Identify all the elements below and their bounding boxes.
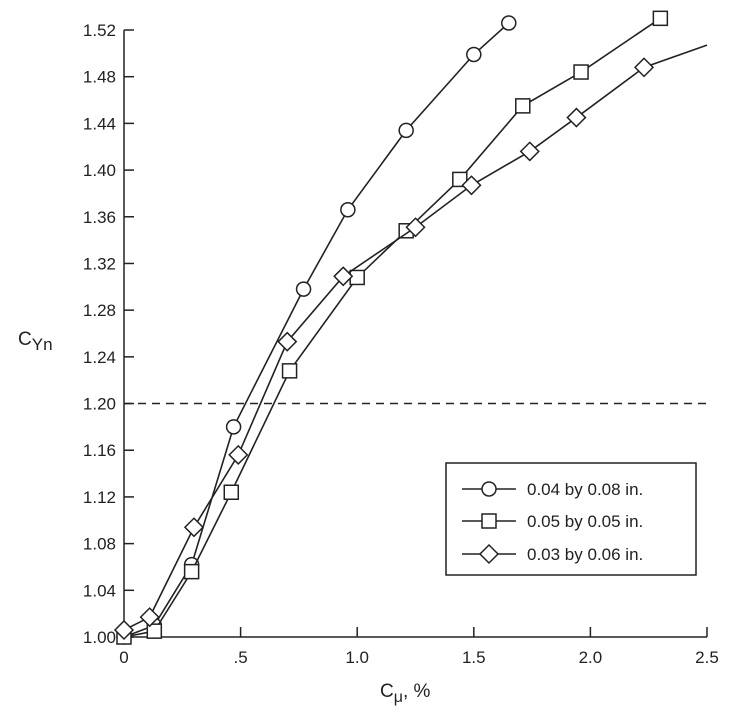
y-axis-title-main: C bbox=[18, 329, 32, 350]
y-axis-title-sub: Yn bbox=[32, 335, 53, 354]
y-axis-title: CYn bbox=[18, 329, 53, 354]
y-tick-label: 1.48 bbox=[83, 68, 116, 87]
x-tick-label: .5 bbox=[234, 648, 248, 667]
diamond-marker bbox=[139, 607, 160, 628]
legend-label: 0.03 by 0.06 in. bbox=[527, 545, 643, 564]
diamond-marker bbox=[405, 217, 426, 238]
legend-square-marker bbox=[481, 513, 497, 529]
x-axis-title-sub: μ bbox=[394, 689, 403, 706]
series-3 bbox=[113, 44, 708, 641]
square-marker bbox=[281, 363, 298, 379]
diamond-marker bbox=[228, 444, 249, 465]
square-marker bbox=[452, 171, 468, 188]
circle-marker bbox=[398, 122, 414, 139]
x-axis-title-main: C bbox=[380, 681, 394, 702]
circle-marker bbox=[466, 46, 482, 63]
y-tick-label: 1.52 bbox=[83, 21, 116, 40]
diamond-marker bbox=[277, 331, 298, 352]
y-tick-label: 1.00 bbox=[83, 628, 116, 647]
legend-diamond-marker bbox=[478, 543, 500, 565]
x-tick-label: 0 bbox=[119, 648, 128, 667]
diamond-marker bbox=[519, 141, 540, 162]
legend-items: 0.04 by 0.08 in. 0.05 by 0.05 in. 0.03 by … bbox=[462, 480, 643, 565]
legend-label: 0.05 by 0.05 in. bbox=[527, 512, 643, 531]
circle-marker bbox=[340, 202, 356, 218]
y-tick-label: 1.28 bbox=[83, 301, 116, 320]
square-marker bbox=[515, 98, 531, 114]
legend: 0.04 by 0.08 in. 0.05 by 0.05 in. 0.03 by … bbox=[445, 462, 697, 576]
y-tick-label: 1.16 bbox=[83, 441, 116, 460]
y-tick-label: 1.08 bbox=[83, 535, 116, 554]
diamond-marker bbox=[633, 57, 655, 78]
square-marker bbox=[349, 269, 365, 286]
y-tick-label: 1.36 bbox=[83, 208, 116, 227]
y-tick-label: 1.44 bbox=[83, 114, 116, 133]
square-marker bbox=[573, 64, 589, 80]
x-axis-title: Cμ, % bbox=[380, 681, 431, 706]
square-marker bbox=[223, 484, 240, 501]
x-tick-label: 2.0 bbox=[579, 648, 603, 667]
square-marker bbox=[652, 10, 669, 27]
series-line-3 bbox=[123, 44, 708, 631]
diamond-marker bbox=[333, 266, 354, 287]
circle-marker bbox=[295, 281, 312, 297]
x-tick-label: 1.0 bbox=[345, 648, 369, 667]
y-tick-label: 1.32 bbox=[83, 254, 116, 273]
diamond-marker bbox=[183, 517, 205, 538]
x-axis-title-suffix: , % bbox=[403, 681, 431, 702]
series-layer bbox=[113, 10, 708, 645]
circle-marker bbox=[225, 419, 242, 435]
diamond-marker bbox=[461, 175, 482, 196]
diamond-marker bbox=[113, 619, 135, 641]
y-tick-label: 1.12 bbox=[83, 488, 116, 507]
y-tick-label: 1.40 bbox=[83, 161, 116, 180]
square-marker bbox=[183, 563, 200, 580]
axes: 1.001.041.081.121.161.201.241.281.321.36… bbox=[83, 21, 719, 667]
diamond-marker bbox=[566, 107, 587, 128]
x-tick-label: 2.5 bbox=[695, 648, 719, 667]
x-ticks: 0 .5 1.0 1.5 2.0 2.5 bbox=[119, 627, 719, 667]
legend-label: 0.04 by 0.08 in. bbox=[527, 480, 643, 499]
y-tick-label: 1.24 bbox=[83, 348, 116, 367]
y-tick-label: 1.04 bbox=[83, 581, 116, 600]
x-tick-label: 1.5 bbox=[462, 648, 486, 667]
legend-circle-marker bbox=[481, 481, 497, 497]
y-ticks: 1.00 1.04 1.08 1.12 1.16 1.20 1.24 1.28 1.32 1.36… bbox=[83, 21, 134, 647]
square-marker bbox=[146, 623, 163, 639]
circle-marker bbox=[501, 15, 517, 31]
y-tick-label: 1.20 bbox=[83, 395, 116, 414]
